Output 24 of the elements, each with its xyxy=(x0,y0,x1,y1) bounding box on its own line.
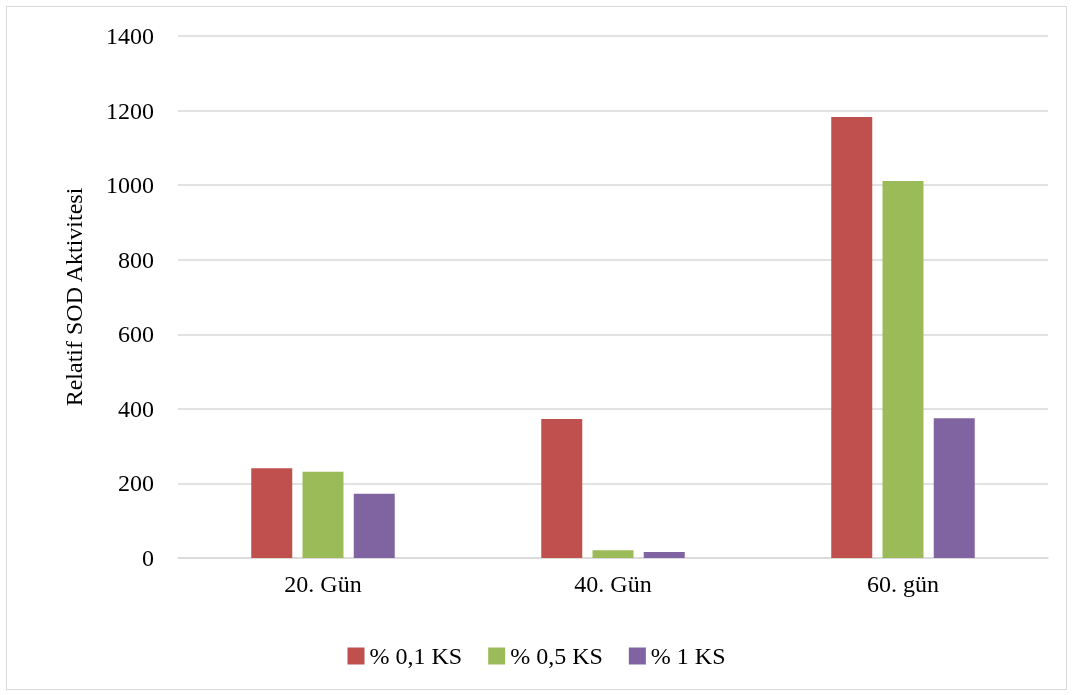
y-tick-label: 400 xyxy=(118,395,154,422)
y-tick-label: 1400 xyxy=(106,23,154,49)
legend-label: % 0,1 KS xyxy=(369,643,463,669)
y-tick-label: 1000 xyxy=(106,172,154,199)
bar xyxy=(592,550,634,558)
bar xyxy=(882,181,924,558)
x-tick-label: 60. gün xyxy=(867,571,939,597)
bar xyxy=(933,418,975,558)
bar xyxy=(353,493,395,558)
bar xyxy=(541,418,583,558)
bar xyxy=(251,468,293,558)
y-tick-label: 0 xyxy=(142,545,154,571)
y-tick-label: 1200 xyxy=(106,97,154,124)
bar xyxy=(302,471,344,558)
y-axis-title: Relatif SOD Aktivitesi xyxy=(61,187,87,407)
y-tick-label: 200 xyxy=(118,470,154,497)
bar xyxy=(831,116,873,558)
y-tick-label: 800 xyxy=(118,246,154,273)
legend-label: % 0,5 KS xyxy=(510,643,603,669)
legend-label: % 1 KS xyxy=(650,643,726,669)
x-tick-label: 40. Gün xyxy=(574,571,652,597)
bar xyxy=(643,552,685,558)
x-tick-label: 20. Gün xyxy=(284,571,362,597)
y-tick-label: 600 xyxy=(118,321,154,348)
